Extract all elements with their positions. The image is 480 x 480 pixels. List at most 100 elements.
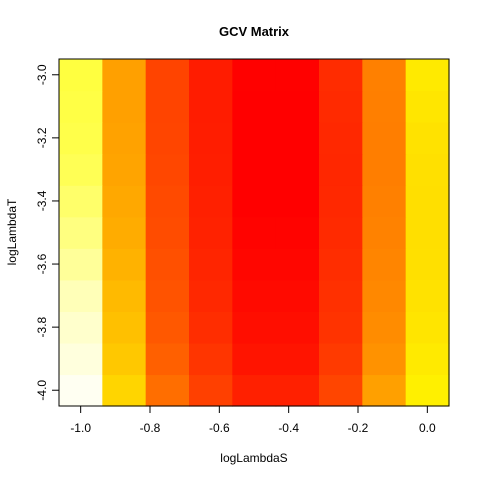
heatmap-cell: [232, 248, 277, 281]
heatmap-cell: [145, 59, 190, 92]
heatmap-cell: [59, 248, 103, 281]
y-tick-label: -3.2: [35, 127, 49, 148]
heatmap-cell: [189, 90, 233, 123]
heatmap-cell: [189, 374, 233, 407]
heatmap-cell: [319, 185, 363, 218]
x-tick-label: -1.0: [70, 421, 91, 435]
heatmap-cell: [319, 90, 363, 123]
heatmap-cell: [59, 342, 103, 376]
heatmap-cell: [362, 90, 407, 123]
heatmap-cell: [275, 216, 320, 249]
heatmap-cell: [275, 122, 320, 155]
heatmap-cell: [59, 59, 103, 92]
heatmap-cell: [275, 59, 320, 92]
heatmap-cell: [405, 279, 450, 312]
heatmap-cell: [275, 342, 320, 376]
heatmap-cell: [145, 279, 190, 312]
heatmap-cell: [405, 374, 450, 407]
heatmap-cell: [405, 59, 450, 92]
heatmap-cell: [145, 248, 190, 281]
heatmap-cell: [362, 185, 407, 218]
heatmap-cell: [189, 185, 233, 218]
heatmap-cell: [145, 122, 190, 155]
heatmap-cell: [405, 185, 450, 218]
heatmap-cell: [189, 59, 233, 92]
x-tick-label: -0.4: [278, 421, 299, 435]
y-tick-label: -3.4: [35, 190, 49, 211]
heatmap-cell: [319, 374, 363, 407]
x-axis-label: logLambdaS: [220, 451, 287, 465]
y-axis: -4.0 -3.8 -3.6 -3.4 -3.2 -3.0: [35, 64, 60, 401]
y-tick-label: -3.6: [35, 253, 49, 274]
heatmap-cell: [232, 374, 277, 407]
x-tick-label: -0.2: [348, 421, 369, 435]
x-axis: -1.0 -0.8 -0.6 -0.4 -0.2 0.0: [70, 405, 436, 435]
heatmap-cell: [232, 216, 277, 249]
heatmap-cell: [59, 90, 103, 123]
heatmap-cell: [232, 153, 277, 186]
heatmap-cell: [275, 185, 320, 218]
heatmap-cell: [59, 279, 103, 312]
heatmap-cell: [405, 342, 450, 376]
heatmap-cell: [362, 279, 407, 312]
heatmap-cell: [102, 153, 147, 186]
y-tick-label: -3.8: [35, 316, 49, 337]
heatmap-cell: [319, 311, 363, 344]
heatmap-cell: [405, 311, 450, 344]
heatmap-cell: [232, 90, 277, 123]
heatmap-cell: [405, 122, 450, 155]
heatmap-cell: [145, 90, 190, 123]
heatmap-cell: [59, 153, 103, 186]
heatmap-cell: [232, 311, 277, 344]
heatmap-cell: [59, 185, 103, 218]
heatmap-cell: [405, 216, 450, 249]
heatmap-cell: [102, 59, 147, 92]
heatmap-cell: [362, 374, 407, 407]
heatmap-cell: [275, 248, 320, 281]
heatmap-cell: [145, 216, 190, 249]
heatmap-cell: [232, 59, 277, 92]
heatmap-cell: [362, 153, 407, 186]
heatmap-cell: [145, 311, 190, 344]
heatmap-cell: [189, 342, 233, 376]
heatmap-cell: [319, 122, 363, 155]
heatmap-cell: [362, 311, 407, 344]
heatmap-cell: [362, 216, 407, 249]
heatmap-cell: [232, 279, 277, 312]
heatmap-cell: [102, 248, 147, 281]
heatmap-cell: [145, 374, 190, 407]
chart-title: GCV Matrix: [219, 24, 290, 39]
heatmap-cell: [102, 374, 147, 407]
heatmap-cells: [59, 59, 450, 407]
heatmap-cell: [59, 216, 103, 249]
heatmap-cell: [102, 311, 147, 344]
heatmap-cell: [319, 59, 363, 92]
heatmap-cell: [319, 216, 363, 249]
heatmap-cell: [189, 122, 233, 155]
heatmap-cell: [232, 342, 277, 376]
heatmap-cell: [145, 153, 190, 186]
heatmap-cell: [275, 90, 320, 123]
heatmap-cell: [59, 311, 103, 344]
y-axis-label: logLambdaT: [5, 198, 19, 265]
heatmap-cell: [189, 311, 233, 344]
heatmap-cell: [189, 153, 233, 186]
heatmap-cell: [275, 153, 320, 186]
heatmap-cell: [232, 122, 277, 155]
heatmap-cell: [59, 122, 103, 155]
heatmap-cell: [145, 342, 190, 376]
heatmap-cell: [102, 90, 147, 123]
heatmap-cell: [362, 342, 407, 376]
heatmap-cell: [189, 216, 233, 249]
heatmap-cell: [189, 248, 233, 281]
heatmap-cell: [102, 342, 147, 376]
heatmap-cell: [102, 216, 147, 249]
y-tick-label: -3.0: [35, 64, 49, 85]
x-tick-label: -0.8: [140, 421, 161, 435]
heatmap-cell: [145, 185, 190, 218]
y-tick-label: -4.0: [35, 380, 49, 401]
heatmap-cell: [405, 153, 450, 186]
heatmap-cell: [362, 122, 407, 155]
heatmap-cell: [59, 374, 103, 407]
